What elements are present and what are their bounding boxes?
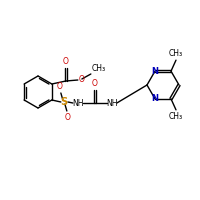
Text: NH: NH: [72, 98, 84, 108]
Text: O: O: [63, 58, 69, 66]
Text: O: O: [65, 113, 71, 122]
Text: O: O: [92, 79, 98, 88]
Text: N: N: [152, 94, 158, 103]
Text: NH: NH: [106, 98, 118, 108]
Text: S: S: [60, 97, 67, 107]
Text: O: O: [78, 75, 84, 84]
Text: CH₃: CH₃: [169, 112, 183, 121]
Text: N: N: [152, 67, 158, 76]
Text: O: O: [57, 82, 63, 91]
Text: CH₃: CH₃: [169, 49, 183, 58]
Text: CH₃: CH₃: [92, 64, 106, 73]
